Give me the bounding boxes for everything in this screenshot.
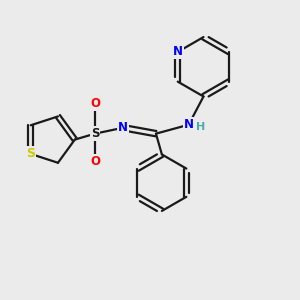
- Text: O: O: [90, 155, 100, 168]
- Text: N: N: [184, 118, 194, 131]
- Text: O: O: [90, 98, 100, 110]
- Text: S: S: [26, 147, 35, 161]
- Text: S: S: [91, 127, 99, 140]
- Text: N: N: [173, 45, 183, 58]
- Text: N: N: [118, 121, 128, 134]
- Text: H: H: [196, 122, 206, 132]
